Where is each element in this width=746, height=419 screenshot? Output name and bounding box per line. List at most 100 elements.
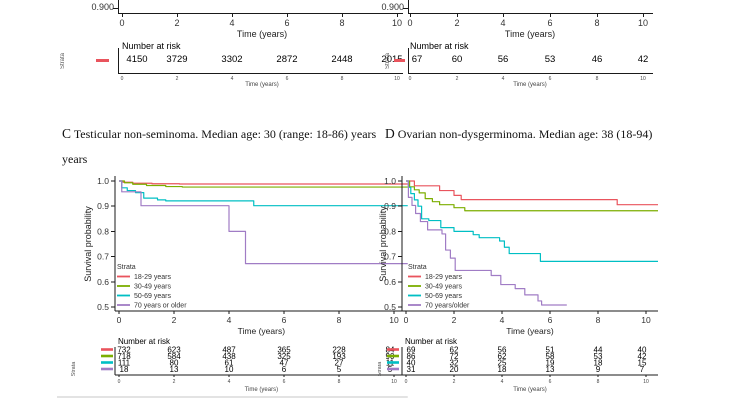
y-tick-label: 0.9 [97,201,109,211]
risk-value: 13 [546,365,555,374]
x-tick-label: 6 [282,315,287,325]
x-tick-label: 8 [596,315,601,325]
x-tick-label: 10 [641,315,651,325]
risk-x-axis-line [408,73,653,74]
mini-x-tick-label: 10 [640,76,646,82]
mini-x-tick-label: 4 [230,76,234,82]
risk-table-axis-line [118,48,119,73]
x-tick-mark [177,14,178,17]
y-tick-label: 0.6 [384,277,396,287]
risk-value: 42 [638,352,647,361]
x-tick-mark [457,14,458,17]
risk-x-tick-label: 4 [228,379,231,385]
x-axis-title: Time (years) [506,326,554,336]
survival-curve-30-49-years [406,180,658,212]
mini-x-tick-label: 0 [408,76,412,82]
legend-label: 18-29 years [425,274,462,281]
strata-dash-icon [394,59,405,62]
survival-curve-70-years-older [406,180,567,306]
risk-value: 56 [498,346,507,355]
risk-value: 19 [546,359,555,368]
risk-value: 2872 [276,54,298,65]
strata-axis-label: Strata [385,53,391,70]
risk-x-tick-label: 8 [338,379,341,385]
risk-value: 13 [170,365,179,374]
x-tick-label: 2 [452,315,457,325]
mini-x-tick-label: 2 [175,76,179,82]
risk-value: 4150 [126,54,148,65]
risk-value: 438 [222,352,236,361]
legend-label: 50-69 years [425,293,462,300]
risk-value: 18 [594,359,603,368]
risk-value: 365 [277,346,291,355]
survival-curve-30-49-years [119,180,408,188]
x-tick-mark [643,14,644,17]
risk-value: 584 [167,352,181,361]
risk-value: 72 [450,352,459,361]
risk-table-title: Number at risk [122,41,181,51]
y-tick-label: 0.900 [91,2,114,12]
risk-value: 5 [337,365,342,374]
x-tick-label: 2 [172,315,177,325]
x-tick-label: 2 [454,18,460,28]
mini-x-tick-label: 6 [548,76,552,82]
risk-x-tick-label: 4 [501,379,504,385]
risk-x-tick-label: 2 [453,379,456,385]
risk-x-tick-label: 0 [118,379,121,385]
risk-value: 62 [450,346,459,355]
risk-value: 31 [407,365,416,374]
risk-value: 487 [222,346,236,355]
x-axis-title: Time (years) [504,29,556,39]
risk-value: 53 [594,352,603,361]
risk-value: 56 [497,54,509,65]
risk-value: 58 [546,352,555,361]
x-tick-label: 8 [337,315,342,325]
y-axis-title: Survival probability [83,206,93,282]
x-tick-label: 2 [174,18,180,28]
risk-value: 718 [117,352,131,361]
y-tick-label: 0.5 [384,302,396,312]
x-tick-label: 6 [284,18,290,28]
x-tick-label: 4 [229,18,235,28]
risk-value: 10 [225,365,234,374]
risk-value: 62 [498,352,507,361]
risk-x-tick-label: 8 [597,379,600,385]
strata-axis-label: Strata [60,53,66,70]
risk-value: 732 [117,346,131,355]
risk-value: 325 [277,352,291,361]
mini-x-axis-title: Time (years) [245,82,279,88]
caption-panel-c-line2: years [62,152,88,166]
risk-table-title: Number at risk [118,337,171,346]
y-tick-label: 0.9 [384,201,396,211]
panel-letter-c: C [62,126,72,141]
risk-value: 53 [544,54,556,65]
x-tick-label: 6 [547,18,553,28]
risk-value: 86 [407,352,416,361]
risk-value: 40 [638,346,647,355]
legend-label: 30-49 years [134,284,171,291]
caption-text-d: Ovarian non-dysgerminoma. Median age: 38… [397,127,653,141]
risk-value: 44 [594,346,603,355]
risk-x-tick-label: 2 [173,379,176,385]
x-tick-label: 10 [637,18,648,28]
x-tick-label: 8 [594,18,600,28]
risk-value: 9 [596,365,601,374]
x-tick-mark [550,14,551,17]
risk-value: 15 [638,359,647,368]
risk-value: 69 [407,346,416,355]
risk-x-tick-label: 10 [391,379,397,385]
risk-value: 3729 [166,54,188,65]
survival-curve-18-29-years [406,180,658,206]
x-tick-label: 10 [389,315,399,325]
risk-value: 42 [637,54,649,65]
survival-curve-50-69-years [406,180,658,262]
risk-value: 46 [591,54,603,65]
y-tick-mark [403,8,408,9]
legend-label: 70 years or older [134,303,187,310]
risk-x-tick-label: 10 [643,379,649,385]
risk-value: 47 [280,359,289,368]
legend-label: 30-49 years [425,284,462,291]
x-axis-title: Time (years) [236,29,288,39]
risk-value: 7 [640,365,645,374]
x-tick-label: 0 [119,18,125,28]
